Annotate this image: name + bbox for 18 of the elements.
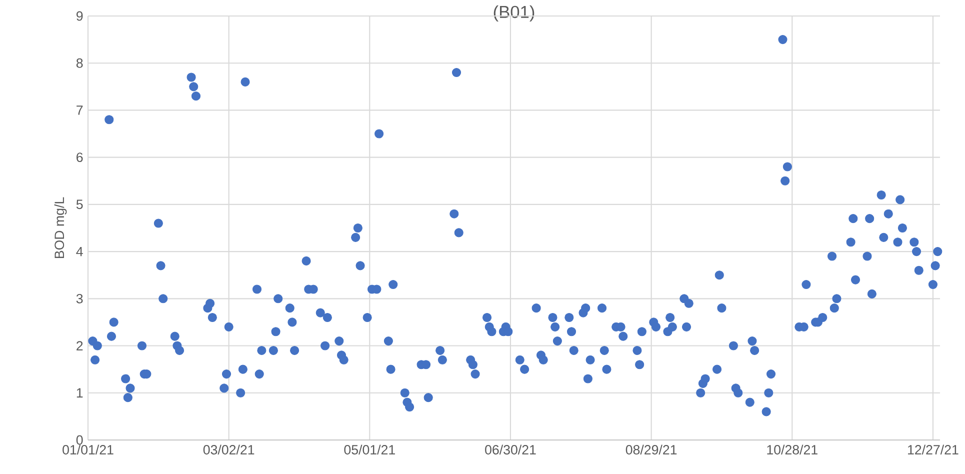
x-tick-label: 08/29/21 <box>626 444 677 454</box>
y-axis-title: BOD mg/L <box>54 197 67 258</box>
y-tick-label: 5 <box>76 200 83 210</box>
y-tick-label: 0 <box>76 435 83 445</box>
x-tick-label: 10/28/21 <box>767 444 818 454</box>
x-tick-label: 06/30/21 <box>485 444 536 454</box>
y-tick-label: 8 <box>76 58 83 68</box>
y-tick-label: 9 <box>76 11 83 21</box>
y-tick-label: 1 <box>76 388 83 398</box>
x-tick-label: 05/01/21 <box>344 444 395 454</box>
x-tick-label: 01/01/21 <box>62 444 114 454</box>
x-tick-label: 03/02/21 <box>203 444 254 454</box>
y-tick-label: 7 <box>76 106 83 115</box>
y-tick-label: 4 <box>76 246 83 256</box>
y-tick-label: 3 <box>76 294 83 304</box>
x-tick-label: 12/27/21 <box>908 444 958 454</box>
y-tick-label: 6 <box>76 152 83 162</box>
y-tick-label: 2 <box>76 341 83 350</box>
